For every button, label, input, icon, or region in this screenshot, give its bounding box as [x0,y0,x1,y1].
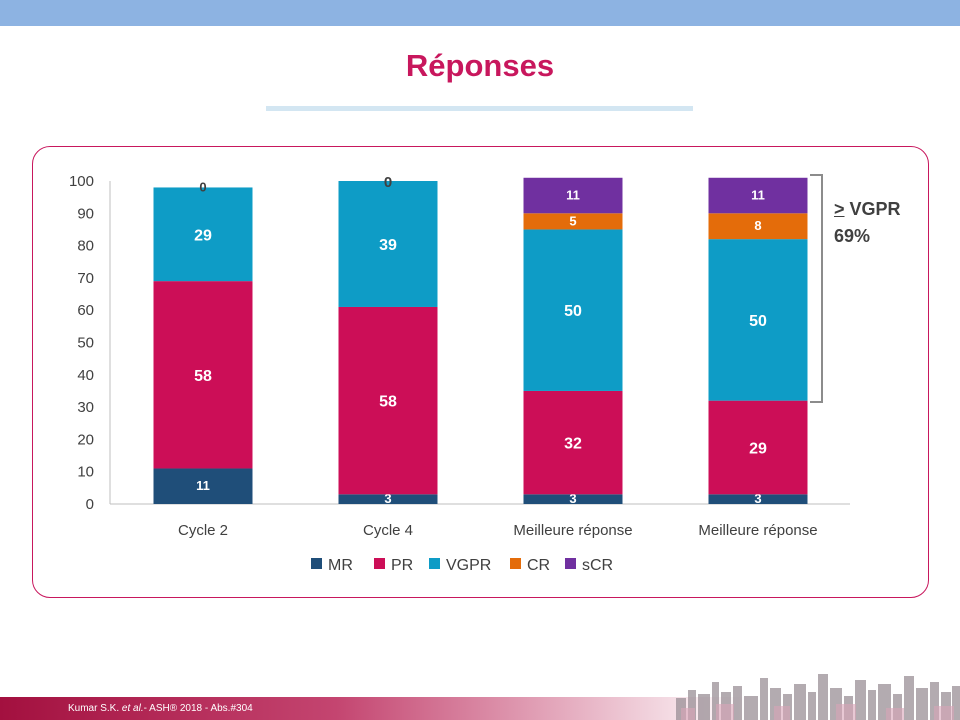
legend-swatch-vgpr [429,558,440,569]
bar-segment-mr [708,494,808,504]
footer-rest: - ASH® 2018 - Abs.#304 [143,703,253,714]
bar-segment-mr [523,494,623,504]
bar-segment-pr [338,306,438,495]
bar-segment-pr [523,390,623,495]
bracket-value: 69% [834,226,871,246]
x-category-label: Cycle 4 [363,522,413,539]
title-underline [266,106,693,111]
legend-swatch-mr [311,558,322,569]
data-label-scr: 11 [751,188,765,203]
city-skyline-image [676,674,960,720]
bar-segment-vgpr [523,229,623,391]
data-label-mr: 3 [384,491,391,506]
bar-segment-cr [523,213,623,230]
legend-label-pr: PR [391,557,413,574]
data-label-mr: 11 [196,478,210,493]
data-label-mr: 3 [754,491,761,506]
y-tick-label: 100 [69,173,94,190]
data-label-cr: 8 [754,218,761,233]
y-tick-label: 50 [77,335,94,352]
vgpr-bracket [810,174,823,403]
data-label-vgpr: 50 [564,303,582,320]
page-title: Réponses [405,48,555,83]
footer-citation: Kumar S.K. et al.- ASH® 2018 - Abs.#304 [68,703,253,714]
bracket-term: VGPR [849,199,901,219]
x-category-label: Meilleure réponse [513,522,632,539]
data-label-zero: 0 [199,179,206,194]
data-label-pr: 58 [379,394,397,411]
x-category-label: Meilleure réponse [698,522,817,539]
bar-segment-vgpr [153,187,253,282]
y-tick-label: 80 [77,238,94,255]
bar-segment-mr [153,468,253,504]
legend-label-mr: MR [328,557,353,574]
legend-swatch-scr [565,558,576,569]
y-tick-label: 20 [77,431,94,448]
data-label-pr: 29 [749,440,767,457]
legend-swatch-cr [510,558,521,569]
y-tick-label: 90 [77,205,94,222]
bar-segment-vgpr [708,239,808,401]
y-tick-label: 30 [77,399,94,416]
footer-author: Kumar S.K. [68,703,120,714]
data-label-vgpr: 39 [379,237,397,254]
legend-label-vgpr: VGPR [446,557,491,574]
data-label-zero: 0 [384,174,392,191]
y-tick-label: 40 [77,367,94,384]
bar-segment-cr [708,213,808,240]
chart-frame [32,146,929,598]
bar-segment-mr [338,494,438,504]
bar-segment-scr [523,177,623,214]
footer-etal: et al. [121,703,144,714]
y-tick-label: 60 [77,302,94,319]
top-banner [0,0,960,26]
data-label-pr: 32 [564,436,582,453]
data-label-scr: 11 [566,188,580,203]
legend-label-cr: CR [527,557,550,574]
legend-label-scr: sCR [582,557,613,574]
legend-swatch-pr [374,558,385,569]
data-label-vgpr: 29 [194,227,212,244]
data-label-pr: 58 [194,368,212,385]
bar-segment-vgpr [338,181,438,307]
y-tick-label: 70 [77,270,94,287]
y-tick-label: 0 [86,496,94,513]
data-label-mr: 3 [569,491,576,506]
bar-segment-pr [708,400,808,495]
bar-segment-scr [708,177,808,214]
y-tick-label: 10 [77,464,94,481]
data-label-cr: 5 [569,213,576,228]
data-label-vgpr: 50 [749,313,767,330]
greater-equal-sign: > [834,199,845,219]
vgpr-bracket-label: > VGPR 69% [834,196,901,250]
bar-segment-pr [153,281,253,469]
x-category-label: Cycle 2 [178,522,228,539]
